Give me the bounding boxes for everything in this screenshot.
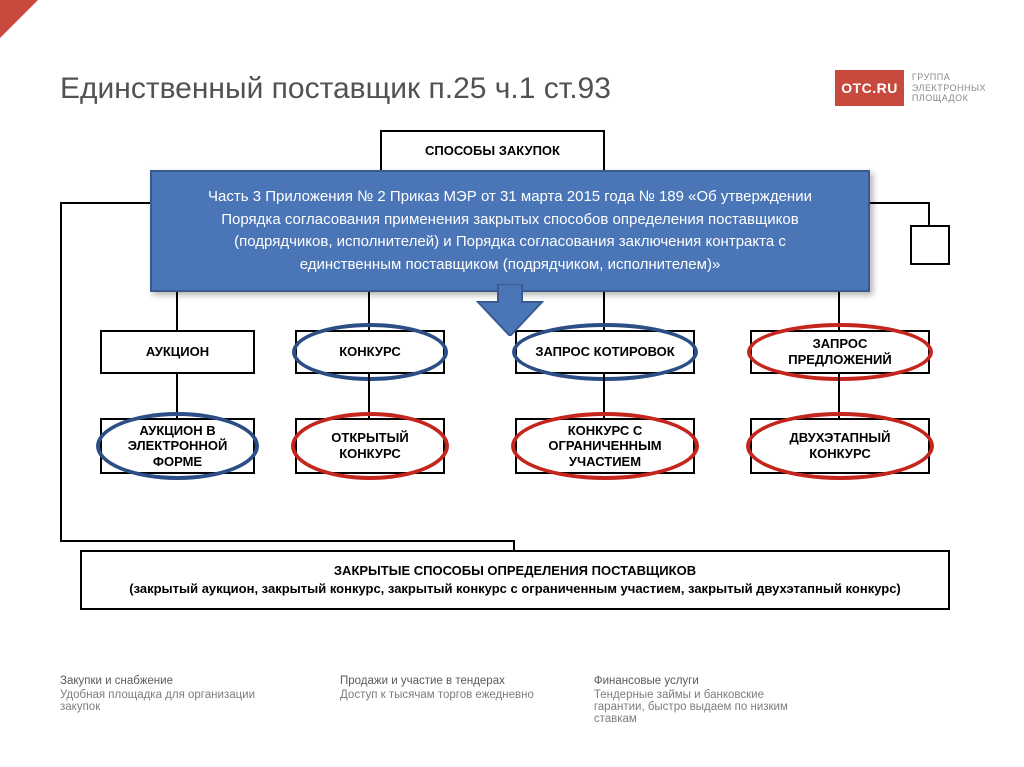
page-title: Единственный поставщик п.25 ч.1 ст.93 [60,72,611,106]
box-root: СПОСОБЫ ЗАКУПОК [380,130,605,172]
box-hidden-right [910,225,950,265]
logo-badge: OTC.RU [835,70,904,106]
connector [603,374,605,418]
closed-title: ЗАКРЫТЫЕ СПОСОБЫ ОПРЕДЕЛЕНИЯ ПОСТАВЩИКОВ [102,562,928,580]
logo-subtitle: ГРУППА ЭЛЕКТРОННЫХ ПЛОЩАДОК [912,72,986,104]
connector [368,374,370,418]
footer-col: Продажи и участие в тендерах Доступ к ты… [340,675,534,725]
footer-col: Финансовые услуги Тендерные займы и банк… [594,675,814,725]
corner-accent [0,0,38,38]
connector [176,374,178,418]
connector [928,202,930,225]
logo: OTC.RU ГРУППА ЭЛЕКТРОННЫХ ПЛОЩАДОК [835,70,986,106]
diagram: СПОСОБЫ ЗАКУПОК АУКЦИОН КОНКУРС ЗАПРОС К… [60,130,984,650]
box-eauction: АУКЦИОН В ЭЛЕКТРОННОЙ ФОРМЕ [100,418,255,474]
connector [60,540,515,542]
box-closed-methods: ЗАКРЫТЫЕ СПОСОБЫ ОПРЕДЕЛЕНИЯ ПОСТАВЩИКОВ… [80,550,950,610]
footer-col: Закупки и снабжение Удобная площадка для… [60,675,280,725]
connector [60,202,62,542]
box-auction: АУКЦИОН [100,330,255,374]
callout-text: Часть 3 Приложения № 2 Приказ МЭР от 31 … [208,188,812,273]
connector [838,374,840,418]
callout: Часть 3 Приложения № 2 Приказ МЭР от 31 … [150,170,870,292]
connector [513,540,515,550]
footer: Закупки и снабжение Удобная площадка для… [60,675,984,725]
closed-sub: (закрытый аукцион, закрытый конкурс, зак… [102,580,928,598]
box-quotes: ЗАПРОС КОТИРОВОК [515,330,695,374]
box-competition: КОНКУРС [295,330,445,374]
box-proposals: ЗАПРОС ПРЕДЛОЖЕНИЙ [750,330,930,374]
box-open-comp: ОТКРЫТЫЙ КОНКУРС [295,418,445,474]
box-limited-comp: КОНКУРС С ОГРАНИЧЕННЫМ УЧАСТИЕМ [515,418,695,474]
down-arrow-icon [470,284,550,336]
box-twostage: ДВУХЭТАПНЫЙ КОНКУРС [750,418,930,474]
